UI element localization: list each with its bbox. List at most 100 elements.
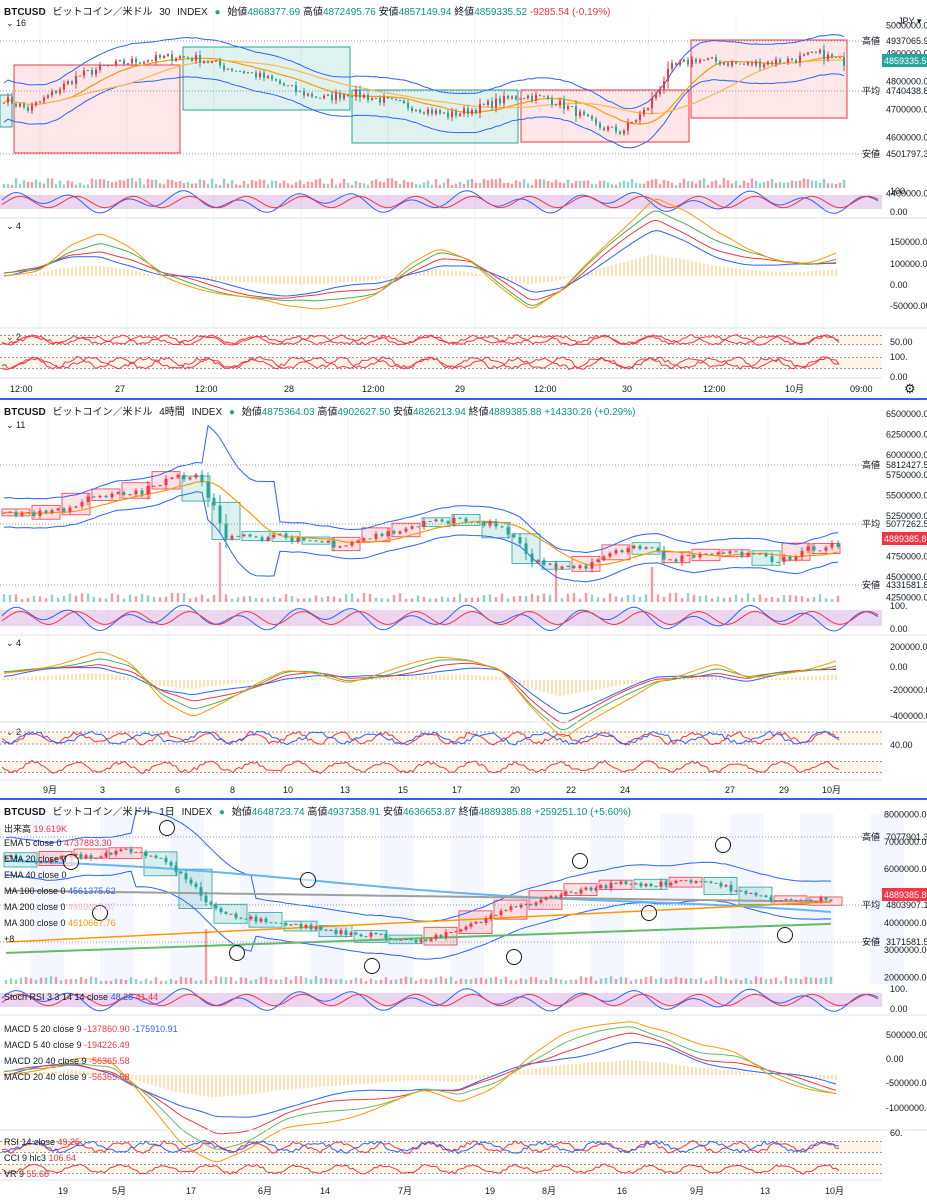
- time-axis-label: 3: [100, 785, 105, 795]
- p3-volume-bar: [144, 978, 148, 984]
- price-candle: [34, 861, 38, 863]
- low-level-value: 4331581.8: [886, 580, 927, 590]
- p1-volume-bar: [650, 179, 654, 188]
- price-candle: [454, 931, 458, 933]
- p2-volume-bar: [80, 593, 84, 602]
- rsi-toggle[interactable]: ⌄ 2: [6, 332, 21, 343]
- oscillator-legend-row[interactable]: RSI 14 close 49.25: [4, 1137, 80, 1147]
- indicator-legend-row[interactable]: MA 100 close 0 4561375.62: [4, 886, 116, 896]
- p3-volume-bar: [409, 977, 413, 984]
- p2-volume-bar: [746, 593, 750, 602]
- p2-volume-bar: [524, 596, 528, 602]
- p3-volume-bar: [609, 976, 613, 984]
- price-candle: [74, 506, 78, 508]
- last-price-tag-bg: [882, 54, 927, 67]
- price-axis-label: 5500000.0: [886, 491, 927, 501]
- symbol-label[interactable]: BTCUSD: [4, 7, 46, 18]
- p1-volume-bar: [130, 178, 134, 188]
- p1-volume-bar: [602, 180, 606, 188]
- p1-volume-bar: [482, 178, 486, 188]
- chart-panel-4h[interactable]: BTCUSD ビットコイン／米ドル 4時間 INDEX ● 始値4875364.…: [0, 400, 927, 798]
- p3-volume-bar: [789, 978, 793, 984]
- p3-volume-bar: [549, 977, 553, 984]
- indicator-label: MA 200 close 0: [4, 902, 66, 912]
- symbol-label[interactable]: BTCUSD: [4, 807, 46, 818]
- macd-axis-label: -500000.00: [886, 1078, 927, 1088]
- p3-volume-bar: [509, 980, 513, 984]
- price-candle: [547, 96, 549, 99]
- session-shade: [170, 814, 204, 984]
- p3-volume-bar: [819, 978, 823, 984]
- price-candle: [331, 94, 333, 101]
- price-candle: [394, 939, 398, 941]
- price-candle: [236, 535, 240, 537]
- indicator-legend-row[interactable]: MA 200 close 0 4959017.37: [4, 902, 116, 912]
- indicator-legend-row[interactable]: EMA 20 close 0: [4, 854, 67, 864]
- indicator-toggle[interactable]: ⌄ 16: [6, 18, 26, 29]
- price-candle: [763, 64, 765, 68]
- price-candle: [319, 926, 323, 930]
- price-axis-label: 6250000.0: [886, 429, 927, 439]
- macd-legend-row[interactable]: MACD 5 40 close 9 -194226.49: [4, 1040, 130, 1050]
- p1-volume-bar: [278, 183, 282, 188]
- price-candle: [819, 49, 821, 53]
- chart-canvas-1d[interactable]: 8000000.007000000.006000000.005000000.00…: [0, 800, 927, 1200]
- macd-toggle[interactable]: ⌄ 4: [6, 638, 22, 648]
- price-candle: [343, 94, 345, 99]
- oscillator-legend-row[interactable]: CCI 9 hlc3 106.64: [4, 1153, 76, 1163]
- p3-volume-bar: [529, 976, 533, 984]
- p3-volume-bar: [694, 979, 698, 984]
- oscillator-legend-row[interactable]: VR 9 55.68: [4, 1169, 49, 1179]
- price-candle: [596, 559, 600, 562]
- macd-toggle[interactable]: ⌄ 4: [6, 221, 22, 231]
- indicator-legend-row[interactable]: EMA 40 close 0: [4, 870, 67, 880]
- low-value: 4636653.87: [403, 807, 456, 818]
- chart-panel-1d[interactable]: 8000000.007000000.006000000.005000000.00…: [0, 800, 927, 1200]
- price-candle: [19, 858, 23, 861]
- symbol-label[interactable]: BTCUSD: [4, 407, 46, 418]
- chart-panel-30m[interactable]: BTCUSD ビットコイン／米ドル 30 INDEX ● 始値4868377.6…: [0, 0, 927, 398]
- p1-volume-bar: [230, 180, 234, 188]
- p3-volume-bar: [149, 980, 153, 984]
- indicator-legend-row[interactable]: +8: [4, 934, 14, 944]
- interval-label[interactable]: 4時間: [159, 407, 185, 418]
- price-candle: [83, 70, 85, 76]
- p1-volume-bar: [782, 182, 786, 188]
- stoch-legend[interactable]: Stoch RSI 3 3 14 14 close 48.28 41.44: [4, 992, 158, 1002]
- indicator-toggle[interactable]: ⌄ 11: [6, 420, 26, 430]
- signal-marker: [364, 958, 380, 974]
- chart-canvas-4h[interactable]: 6500000.0 6250000.0 6000000.0 5750000.0 5500…: [0, 400, 927, 798]
- chart-canvas-30m[interactable]: 5000000.0 4900000.0 4800000.0 4700000.0 4600…: [0, 0, 927, 398]
- indicator-legend-row[interactable]: EMA 5 close 0 4737883.30: [4, 838, 112, 848]
- interval-label[interactable]: 30: [159, 7, 171, 18]
- price-candle: [647, 108, 649, 110]
- p1-volume-bar: [818, 182, 822, 188]
- currency-label[interactable]: JPY ▾: [898, 16, 922, 26]
- p3b-osc-band: [0, 1164, 882, 1174]
- macd-legend-row[interactable]: MACD 5 20 close 9 -137860.90 -175910.91: [4, 1024, 178, 1034]
- interval-label[interactable]: 1日: [159, 807, 175, 818]
- price-candle: [803, 54, 805, 56]
- p1-volume-bar: [14, 178, 18, 188]
- indicator-legend-row[interactable]: 出来高 19.619K: [4, 822, 67, 835]
- price-candle: [249, 916, 253, 920]
- p1-volume-bar: [162, 184, 166, 188]
- p3-volume-bar: [754, 976, 758, 984]
- p3-volume-bar: [384, 977, 388, 984]
- rsi-axis-label: 40.00: [890, 740, 913, 750]
- p3-volume-bar: [134, 979, 138, 984]
- p1-volume-bar: [486, 180, 490, 188]
- price-candle: [489, 914, 493, 919]
- p1-volume-bar: [758, 183, 762, 188]
- macd-legend-row[interactable]: MACD 20 40 close 9 -56365.58: [4, 1056, 130, 1066]
- p1-volume-bar: [718, 184, 722, 188]
- price-candle: [583, 111, 585, 115]
- price-candle: [424, 939, 428, 941]
- macd-legend-row[interactable]: MACD 20 40 close 9 -56365.58: [4, 1072, 130, 1082]
- price-candle: [747, 62, 749, 65]
- price-candle: [159, 55, 161, 58]
- price-candle: [674, 559, 678, 562]
- price-candle: [514, 906, 518, 908]
- signal-marker: [159, 820, 175, 836]
- indicator-legend-row[interactable]: MA 300 close 0 4610667.76: [4, 918, 116, 928]
